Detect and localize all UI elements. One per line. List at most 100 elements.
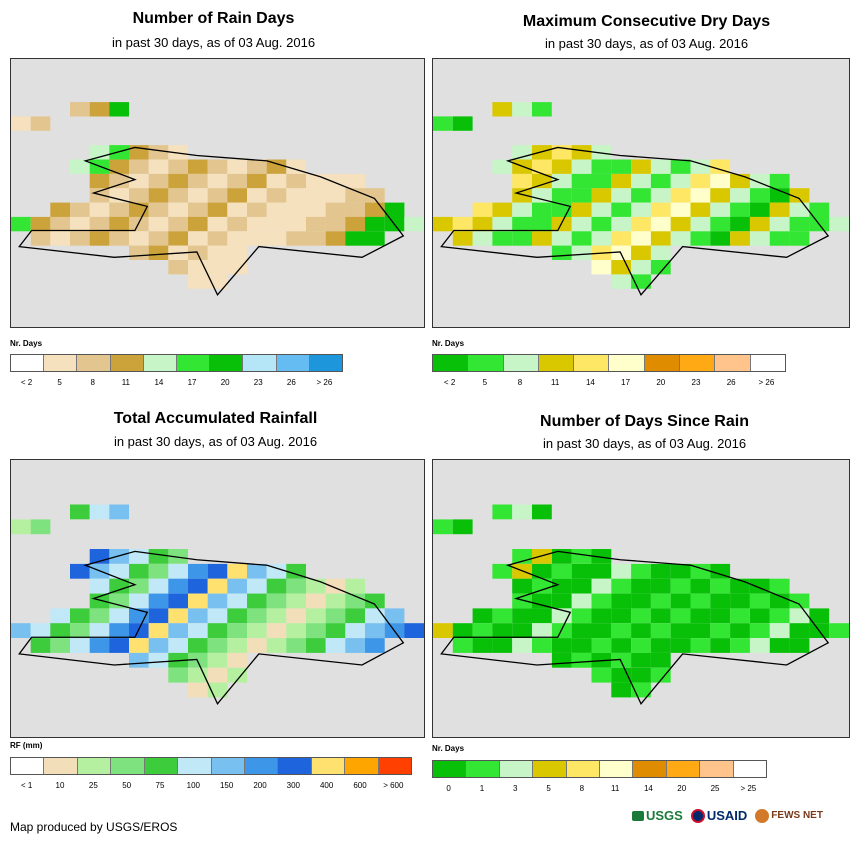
map-cell: [148, 173, 169, 189]
map-cell: [247, 216, 267, 232]
map-cell: [611, 623, 632, 638]
map-cell: [266, 216, 287, 232]
map-cell: [750, 608, 770, 624]
map-cell: [750, 623, 770, 638]
map-grid: [11, 102, 424, 297]
map-cell: [345, 623, 365, 638]
map-cell: [384, 608, 405, 624]
legend-swatch: [633, 761, 667, 777]
map-cell: [650, 608, 671, 624]
map-cell: [690, 188, 711, 203]
legend-swatch: [11, 355, 45, 371]
map-cell: [109, 202, 129, 217]
map-cell: [631, 578, 651, 594]
map-cell: [129, 652, 149, 668]
map-cell: [631, 188, 651, 203]
map-cell: [30, 638, 51, 653]
map-cell: [750, 202, 770, 217]
map-cell: [631, 593, 651, 609]
map-cell: [769, 188, 790, 203]
map-cell: [227, 563, 247, 579]
legend-tick-label: 11: [610, 784, 620, 793]
map-cell: [631, 216, 651, 232]
map-cell: [148, 188, 169, 203]
legend-tick-label: 75: [155, 781, 165, 790]
map-cell: [70, 231, 90, 246]
map-cell: [789, 638, 810, 653]
panel-title: Number of Days Since Rain: [540, 413, 749, 430]
map-cell: [829, 216, 849, 232]
map-cell: [168, 173, 188, 189]
map-cell: [512, 202, 532, 217]
legend-tick-label: 5: [546, 784, 551, 793]
legend-swatch: [666, 761, 701, 777]
panel-title: Total Accumulated Rainfall: [113, 410, 318, 427]
map-cell: [650, 231, 671, 246]
map-cell: [769, 202, 790, 217]
map-cell: [492, 202, 513, 217]
map-cell: [571, 231, 592, 246]
map-cell: [591, 145, 612, 160]
map-cell: [452, 231, 473, 246]
map-cell: [452, 116, 473, 131]
map-cell: [512, 593, 532, 609]
map-cell: [670, 173, 691, 189]
map-cell: [227, 173, 247, 189]
map-cell: [109, 623, 129, 638]
map-cell: [750, 593, 770, 609]
map-cell: [266, 638, 287, 653]
map-cell: [611, 173, 632, 189]
legend-swatch: [110, 355, 144, 371]
map-cell: [750, 638, 770, 653]
map-cell: [551, 549, 572, 564]
map-cell: [611, 682, 632, 698]
map-cell: [769, 173, 790, 189]
map-cell: [611, 593, 632, 609]
map-cell: [50, 608, 70, 624]
map-cell: [769, 593, 790, 609]
map-cell: [730, 623, 750, 638]
map-cell: [551, 188, 572, 203]
map-cell: [109, 593, 129, 609]
map-cell: [207, 623, 228, 638]
map-cell: [247, 638, 267, 653]
map-cell: [168, 260, 188, 275]
map-cell: [809, 202, 830, 217]
map-cell: [227, 667, 247, 683]
map-cell: [433, 216, 453, 232]
map-cell: [50, 216, 70, 232]
map-cell: [730, 216, 750, 232]
map-cell: [286, 173, 306, 189]
map-cell: [532, 216, 552, 232]
map-cell: [591, 638, 612, 653]
map-cell: [730, 188, 750, 203]
map-cell: [227, 638, 247, 653]
map-cell: [70, 202, 90, 217]
map-cell: [207, 216, 228, 232]
map-cell: [690, 159, 711, 174]
map-cell: [247, 593, 267, 609]
map-cell: [168, 623, 188, 638]
map-cell: [551, 173, 572, 189]
coastline: [18, 146, 405, 297]
map-cell: [148, 563, 169, 579]
legend-tick-label: 200: [253, 781, 267, 790]
map-cell: [168, 188, 188, 203]
map-cell: [89, 504, 110, 520]
legend-swatch: [77, 355, 111, 371]
map-cell: [188, 202, 208, 217]
map-cell: [306, 231, 326, 246]
legend-swatch: [644, 355, 681, 371]
legend-tick-label: > 26: [316, 378, 333, 387]
legend-tick-label: 3: [513, 784, 518, 793]
map-cell: [611, 578, 632, 594]
map-cell: [591, 593, 612, 609]
map-cell: [512, 102, 532, 117]
map-cell: [345, 202, 365, 217]
legend-swatch: [538, 355, 575, 371]
map-cell: [89, 638, 110, 653]
map-cell: [89, 623, 110, 638]
map-cell: [571, 159, 592, 174]
legend-tick-label: 25: [710, 784, 720, 793]
map-cell: [532, 623, 552, 638]
